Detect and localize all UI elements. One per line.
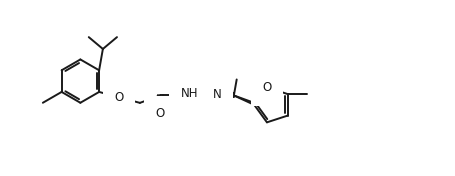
Text: N: N <box>212 88 221 101</box>
Text: O: O <box>155 107 165 120</box>
Text: O: O <box>114 91 123 104</box>
Text: O: O <box>262 81 271 94</box>
Text: NH: NH <box>181 87 198 100</box>
